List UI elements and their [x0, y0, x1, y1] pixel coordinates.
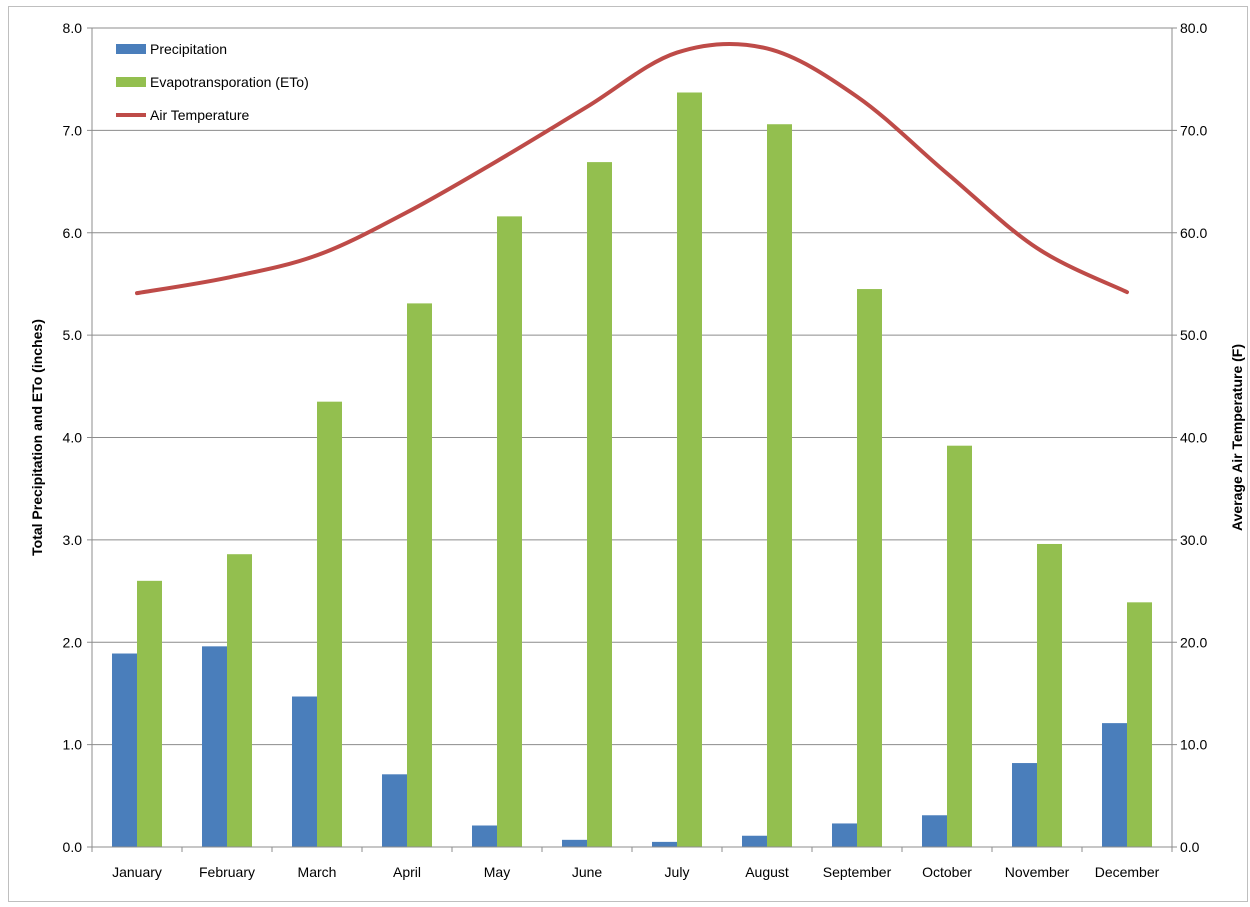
eto-bar — [407, 303, 432, 847]
eto-bar — [767, 124, 792, 848]
gridlines — [92, 27, 1172, 746]
precipitation-bar — [1012, 763, 1037, 847]
eto-bar — [677, 92, 702, 848]
precipitation-bar — [292, 696, 317, 847]
right-tick-label: 20.0 — [1180, 634, 1207, 650]
left-tick-label: 7.0 — [63, 122, 83, 138]
category-label: August — [745, 864, 789, 880]
legend-label: Precipitation — [150, 41, 227, 57]
legend-swatch — [116, 77, 146, 87]
eto-bar — [857, 289, 882, 847]
precipitation-bar — [652, 841, 677, 847]
eto-bar — [1127, 602, 1152, 847]
legend-label: Evapotransporation (ETo) — [150, 74, 309, 90]
left-axis-title: Total Precipitation and ETo (inches) — [29, 319, 45, 556]
right-tick-label: 70.0 — [1180, 122, 1207, 138]
category-label: December — [1095, 864, 1160, 880]
category-label: February — [199, 864, 255, 880]
right-tick-label: 80.0 — [1180, 20, 1207, 36]
precipitation-bar — [832, 823, 857, 847]
axis-titles: Total Precipitation and ETo (inches) Aver… — [29, 319, 1245, 556]
category-label: May — [484, 864, 510, 880]
left-tick-label: 5.0 — [63, 327, 83, 343]
left-tick-label: 3.0 — [63, 532, 83, 548]
temperature-line-layer — [135, 41, 1129, 296]
precipitation-bar — [742, 835, 767, 847]
category-label: January — [112, 864, 162, 880]
precipitation-bar — [922, 815, 947, 847]
category-label: March — [298, 864, 337, 880]
precipitation-bar — [202, 646, 227, 847]
category-label: June — [572, 864, 603, 880]
eto-bar — [137, 580, 162, 847]
left-tick-label: 0.0 — [63, 839, 83, 855]
precipitation-bar — [472, 825, 497, 847]
legend: Precipitation Evapotransporation (ETo) Air… — [116, 41, 309, 123]
category-label: April — [393, 864, 421, 880]
precipitation-bar — [1102, 723, 1127, 847]
category-label: September — [823, 864, 892, 880]
right-axis-title: Average Air Temperature (F) — [1229, 344, 1245, 531]
category-labels: January February March April May June July Augu… — [91, 847, 1173, 880]
legend-label: Air Temperature — [150, 107, 250, 123]
left-axis-ticks: 0.0 1.0 2.0 3.0 4.0 5.0 6.0 7.0 8.0 — [63, 20, 92, 855]
right-tick-label: 30.0 — [1180, 532, 1207, 548]
eto-bar — [317, 401, 342, 847]
right-tick-label: 60.0 — [1180, 225, 1207, 241]
left-tick-label: 6.0 — [63, 225, 83, 241]
eto-bar — [1037, 543, 1062, 847]
precipitation-bar — [382, 774, 407, 847]
left-tick-label: 1.0 — [63, 737, 83, 753]
eto-bar — [587, 162, 612, 847]
left-tick-label: 4.0 — [63, 430, 83, 446]
right-tick-label: 10.0 — [1180, 737, 1207, 753]
precipitation-bar — [112, 653, 137, 847]
right-tick-label: 0.0 — [1180, 839, 1200, 855]
right-axis-ticks: 0.0 10.0 20.0 30.0 40.0 50.0 60.0 70.0 80.0 — [1172, 20, 1207, 855]
category-label: November — [1005, 864, 1070, 880]
chart-frame — [8, 6, 1248, 902]
category-label: July — [665, 864, 690, 880]
eto-bar — [497, 216, 522, 847]
precipitation-bar — [562, 839, 587, 847]
left-tick-label: 8.0 — [63, 20, 83, 36]
category-label: October — [922, 864, 972, 880]
left-tick-label: 2.0 — [63, 634, 83, 650]
legend-swatch — [116, 44, 146, 54]
eto-bar — [947, 445, 972, 847]
eto-bar — [227, 554, 252, 847]
right-tick-label: 50.0 — [1180, 327, 1207, 343]
bars — [112, 92, 1152, 848]
right-tick-label: 40.0 — [1180, 430, 1207, 446]
